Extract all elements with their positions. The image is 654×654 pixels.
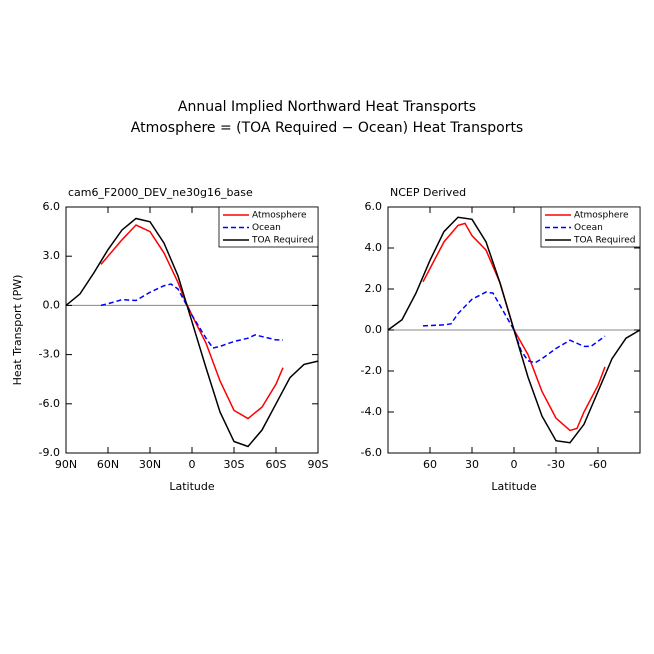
y-tick-label: 0.0 (43, 298, 61, 311)
y-tick-label: -9.0 (39, 446, 60, 459)
panel-subtitle: cam6_F2000_DEV_ne30g16_base (68, 186, 253, 199)
y-axis-label: Heat Transport (PW) (11, 275, 24, 386)
y-tick-label: 2.0 (365, 282, 383, 295)
legend-label: Atmosphere (252, 211, 307, 221)
y-tick-label: -4.0 (361, 405, 382, 418)
x-tick-label: 0 (189, 458, 196, 471)
y-tick-label: -6.0 (39, 397, 60, 410)
legend-label: Atmosphere (574, 211, 629, 221)
x-tick-label: 60 (423, 458, 437, 471)
x-tick-label: 60N (97, 458, 119, 471)
x-axis-label: Latitude (169, 480, 215, 493)
chart-title: Annual Implied Northward Heat Transports (178, 99, 476, 115)
y-tick-label: 4.0 (365, 241, 383, 254)
legend-label: Ocean (252, 223, 281, 233)
x-tick-label: 90S (308, 458, 329, 471)
x-tick-label: -60 (589, 458, 607, 471)
legend-label: Ocean (574, 223, 603, 233)
x-tick-label: 0 (511, 458, 518, 471)
x-tick-label: 30N (139, 458, 161, 471)
y-tick-label: -2.0 (361, 364, 382, 377)
y-tick-label: 6.0 (43, 200, 61, 213)
y-tick-label: -6.0 (361, 446, 382, 459)
x-tick-label: 90N (55, 458, 77, 471)
x-tick-label: 30S (224, 458, 245, 471)
y-tick-label: -3.0 (39, 348, 60, 361)
chart-title: Atmosphere = (TOA Required − Ocean) Heat… (131, 120, 523, 136)
panel-subtitle: NCEP Derived (390, 186, 466, 199)
data-line (100, 283, 283, 349)
data-line (422, 222, 606, 432)
x-tick-label: 30 (465, 458, 479, 471)
y-tick-label: 3.0 (43, 249, 61, 262)
legend-label: TOA Required (251, 236, 314, 246)
legend-label: TOA Required (573, 236, 636, 246)
data-line (65, 217, 319, 448)
x-axis-label: Latitude (491, 480, 537, 493)
x-tick-label: 60S (266, 458, 287, 471)
x-tick-label: -30 (547, 458, 565, 471)
y-tick-label: 6.0 (365, 200, 383, 213)
y-tick-label: 0.0 (365, 323, 383, 336)
data-line (387, 216, 641, 444)
